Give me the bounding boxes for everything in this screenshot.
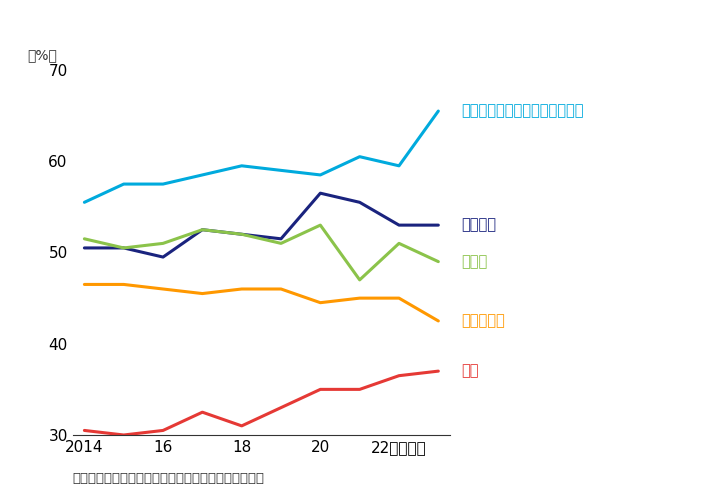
Text: （注）　サステナブル・ラボの集計データを基に作成: （注） サステナブル・ラボの集計データを基に作成 bbox=[73, 472, 264, 485]
Text: コミュニケーション・サービス: コミュニケーション・サービス bbox=[461, 104, 584, 118]
Text: （%）: （%） bbox=[28, 48, 57, 62]
Text: 金融: 金融 bbox=[461, 364, 478, 378]
Text: 女性従業員における管理職比率: 女性従業員における管理職比率 bbox=[269, 28, 457, 48]
Text: 不動産: 不動産 bbox=[461, 254, 487, 269]
Text: 情報技術: 情報技術 bbox=[461, 218, 496, 232]
Text: エネルギー: エネルギー bbox=[461, 314, 505, 328]
